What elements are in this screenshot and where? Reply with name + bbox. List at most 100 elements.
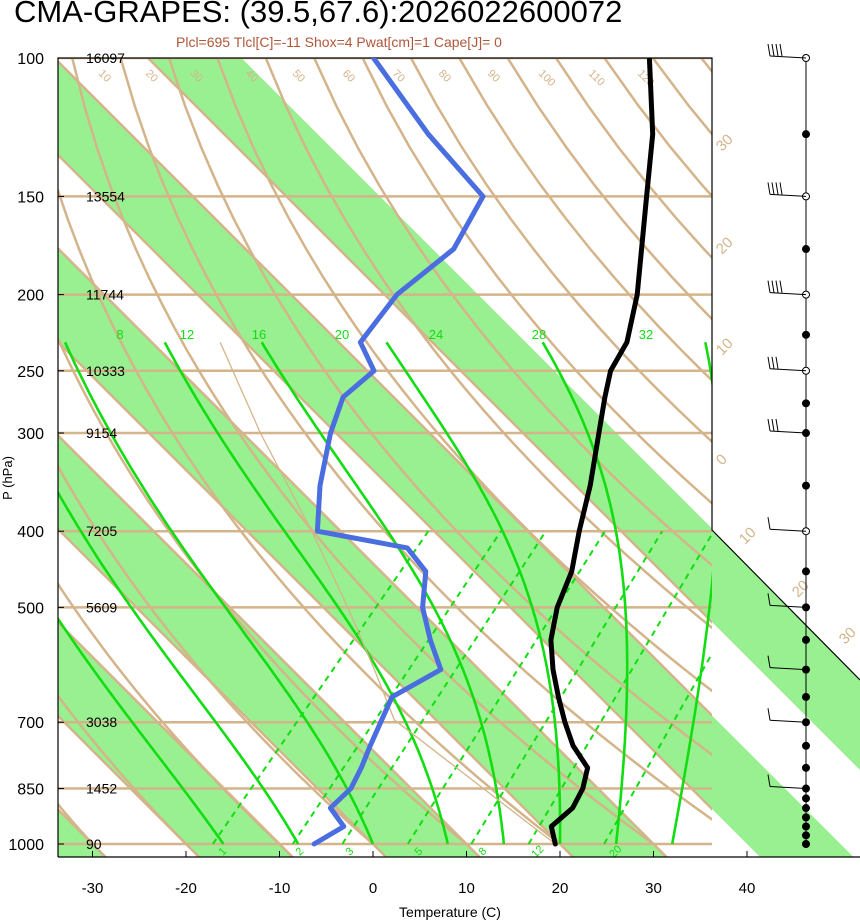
dry-adiabat-label: 90	[485, 68, 502, 85]
wind-barb	[769, 368, 807, 372]
wind-barb-flag	[775, 418, 779, 432]
isotherm-line	[58, 59, 712, 718]
height-label: 13554	[86, 188, 125, 204]
mixing-ratio-line	[212, 530, 430, 845]
isotherm-label: 20	[713, 234, 737, 258]
wind-level-dot	[802, 804, 810, 813]
dry-adiabat-label: 10	[96, 68, 113, 85]
wind-level-dot	[802, 831, 810, 840]
wind-barb-flag	[775, 182, 779, 195]
isotherm-line	[58, 433, 482, 857]
mixing-ratio-line	[341, 530, 547, 845]
x-tick-label: -20	[175, 880, 197, 897]
dry-adiabat-label: 120	[635, 68, 656, 89]
moist-adiabat-label: 24	[429, 327, 443, 342]
wind-barb-flag	[775, 43, 779, 57]
plot-frame	[57, 57, 860, 857]
dry-adiabat-label: 60	[340, 68, 357, 85]
moist-adiabat	[260, 341, 506, 845]
wind-barb-flag	[767, 593, 771, 606]
pressure-tick-label: 500	[17, 600, 44, 617]
isotherm-label: 30	[713, 131, 737, 155]
x-tick-label: 40	[739, 880, 756, 897]
wind-barb-flag	[779, 43, 783, 57]
moist-adiabat	[58, 616, 225, 845]
moist-adiabat	[163, 341, 450, 845]
wind-level-dot	[802, 567, 810, 576]
wind-barb-flag	[767, 182, 771, 195]
wind-barb	[769, 719, 807, 723]
wind-barb	[769, 55, 807, 59]
x-tick-label: -30	[82, 880, 104, 897]
moist-adiabat	[63, 341, 375, 845]
height-label: 90	[86, 836, 102, 852]
moist-adiabat-label: 12	[180, 327, 194, 342]
x-tick-label: -10	[269, 880, 291, 897]
pressure-tick-label: 200	[17, 288, 44, 305]
chart-title: CMA-GRAPES: (39.5,67.6):2026022600072	[14, 0, 623, 29]
dry-adiabat-label: 100	[536, 68, 557, 89]
moist-adiabat-label: 20	[335, 327, 349, 342]
wind-barb-flag	[767, 774, 771, 787]
height-label: 11744	[86, 287, 124, 303]
wind-barb-flag	[775, 356, 779, 369]
wind-level-dot	[802, 130, 810, 139]
mixing-ratio-label: 2	[293, 845, 306, 858]
pressure-tick-label: 100	[17, 51, 44, 68]
pressure-tick-label: 250	[17, 364, 44, 381]
isotherm-label: 10	[736, 524, 760, 548]
height-label: 1452	[86, 781, 117, 797]
height-label: 16097	[86, 50, 125, 66]
dry-adiabat-label: 20	[143, 68, 160, 85]
pressure-tick-label: 700	[17, 715, 44, 732]
isotherm-line	[58, 527, 388, 857]
height-label: 9154	[86, 425, 117, 441]
dry-adiabat-label: 50	[290, 68, 307, 85]
pressure-tick-label: 300	[17, 426, 44, 443]
pressure-tick-label: 850	[17, 782, 44, 799]
wind-barb	[769, 786, 807, 790]
wind-barb	[769, 528, 807, 532]
wind-barb-flag	[767, 356, 771, 369]
dry-adiabat-label: 110	[586, 68, 607, 89]
wind-level-dot	[802, 840, 810, 848]
isotherm-band-low	[712, 530, 860, 857]
moist-adiabat-label: 32	[639, 327, 653, 342]
isotherm-line	[58, 246, 669, 857]
wind-barb	[769, 292, 807, 296]
wind-level-dot	[802, 741, 810, 750]
wind-barb-flag	[767, 655, 771, 668]
wind-barb-flag	[767, 280, 771, 293]
wind-barb-flag	[767, 43, 771, 57]
wind-barb-flag	[767, 708, 771, 721]
mixing-ratio-label: 12	[529, 843, 546, 860]
wind-level-dot	[802, 692, 810, 701]
wind-barb	[769, 430, 807, 434]
mixing-ratio-line	[603, 651, 712, 845]
wind-barb-flag	[767, 517, 771, 530]
x-tick-label: 10	[458, 880, 475, 897]
temperature-line	[548, 58, 656, 847]
moist-adiabat-label: 28	[532, 327, 546, 342]
wind-barb-flag	[771, 182, 775, 195]
mixing-ratio-line	[406, 530, 606, 845]
x-tick-label: 20	[552, 880, 569, 897]
mixing-ratio-line	[291, 530, 502, 845]
wind-level-dot	[802, 813, 810, 822]
chart-subtitle: Plcl=695 Tlcl[C]=-11 Shox=4 Pwat[cm]=1 C…	[176, 34, 502, 50]
wind-barb	[769, 604, 807, 608]
isotherm-line	[58, 714, 201, 857]
moist-adiabat	[385, 341, 562, 844]
isotherm-label: 20	[789, 577, 813, 601]
isotherm-line	[58, 340, 575, 857]
wind-barb-flag	[767, 418, 771, 432]
isotherm-line	[58, 153, 712, 811]
isotherm-label: 0	[713, 451, 731, 469]
moist-adiabat-label: 8	[116, 327, 123, 342]
wind-barb-flag	[775, 280, 779, 293]
pressure-tick-label: 400	[17, 524, 44, 541]
wind-barb-flag	[771, 43, 775, 57]
height-label: 7205	[86, 523, 117, 539]
wind-level-dot	[802, 245, 810, 254]
